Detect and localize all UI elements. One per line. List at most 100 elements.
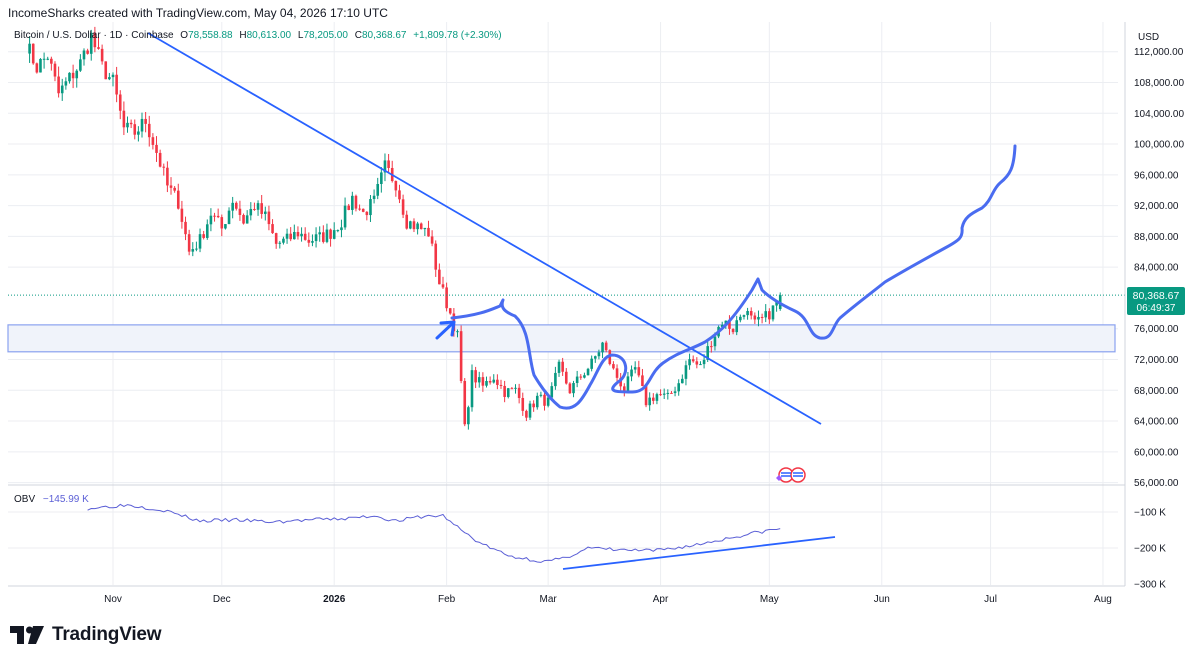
candle xyxy=(274,233,278,244)
candle xyxy=(31,43,35,64)
candle xyxy=(398,190,401,200)
candle xyxy=(521,397,525,411)
candle xyxy=(46,58,50,60)
candle xyxy=(445,287,448,309)
candle xyxy=(358,208,361,210)
price-tick-label: 60,000.00 xyxy=(1134,447,1179,458)
candle xyxy=(593,356,597,359)
candle xyxy=(267,211,271,225)
candle xyxy=(39,58,42,73)
candle xyxy=(644,385,648,406)
candle xyxy=(28,43,31,54)
time-tick-label: May xyxy=(760,594,779,605)
candle xyxy=(583,375,586,378)
candle xyxy=(753,315,757,320)
grid xyxy=(8,22,1118,585)
candle xyxy=(666,392,670,394)
open-label: O xyxy=(180,30,188,41)
candle xyxy=(539,394,543,396)
candle xyxy=(506,388,510,397)
candle xyxy=(702,359,706,365)
symbol-name: Bitcoin / U.S. Dollar · 1D · Coinbase xyxy=(14,30,174,41)
candle xyxy=(510,388,514,390)
candle xyxy=(347,205,351,210)
candle xyxy=(340,227,343,231)
candle xyxy=(615,368,619,378)
candle xyxy=(612,364,615,369)
attribution: IncomeSharks created with TradingView.co… xyxy=(8,6,388,20)
last-price-badge: 80,368.67 06:49:37 xyxy=(1127,287,1185,315)
candle xyxy=(499,384,503,386)
candle xyxy=(601,342,604,353)
candle xyxy=(641,375,644,386)
candle xyxy=(158,152,162,167)
candle xyxy=(760,316,764,318)
candle xyxy=(633,367,637,370)
candle xyxy=(351,195,354,210)
candle xyxy=(343,205,347,228)
candle xyxy=(739,316,742,321)
candle xyxy=(485,381,488,386)
candle xyxy=(126,122,129,128)
candle xyxy=(731,328,735,333)
candle xyxy=(325,229,329,242)
candle xyxy=(68,72,71,82)
candle xyxy=(242,214,245,224)
candle xyxy=(137,131,140,135)
candle xyxy=(129,122,133,125)
candle xyxy=(253,208,256,210)
candle xyxy=(115,74,118,95)
candle xyxy=(234,202,238,209)
candle xyxy=(332,230,336,239)
candle xyxy=(57,76,60,94)
candle xyxy=(474,370,477,383)
candle xyxy=(122,110,126,128)
candle xyxy=(543,394,546,406)
us-flag-icon[interactable] xyxy=(790,467,806,483)
candle xyxy=(630,369,633,377)
low-value: 78,205.00 xyxy=(303,30,348,41)
candle xyxy=(554,372,557,387)
price-tick-label: 56,000.00 xyxy=(1134,478,1179,489)
candle xyxy=(764,311,768,318)
price-tick-label: 108,000.00 xyxy=(1134,78,1184,89)
obv-value: −145.99 K xyxy=(43,494,89,505)
candle xyxy=(35,63,39,73)
tradingview-logo[interactable]: TradingView xyxy=(10,624,162,646)
candle xyxy=(637,367,641,376)
candle xyxy=(496,379,499,385)
candle xyxy=(151,137,155,145)
candle xyxy=(775,300,778,306)
candle xyxy=(300,233,303,237)
candle xyxy=(64,81,68,86)
candle xyxy=(463,380,467,425)
candle xyxy=(387,160,390,168)
price-tick-label: 96,000.00 xyxy=(1134,170,1179,181)
time-tick-label: Apr xyxy=(653,594,669,605)
candle xyxy=(503,385,506,397)
candle xyxy=(492,379,496,383)
close-value: 80,368.67 xyxy=(362,30,407,41)
candle xyxy=(89,32,93,54)
candle xyxy=(191,249,195,252)
candle xyxy=(307,239,311,243)
candle xyxy=(220,217,224,229)
candle xyxy=(720,324,724,327)
candle xyxy=(757,316,760,320)
candle xyxy=(681,378,684,384)
candle xyxy=(412,221,416,230)
candle xyxy=(245,215,249,224)
candle xyxy=(176,190,180,209)
candle xyxy=(195,248,198,250)
price-tick-label: 68,000.00 xyxy=(1134,386,1179,397)
candle xyxy=(579,376,583,378)
time-tick-label: Aug xyxy=(1094,594,1112,605)
obv-label: OBV xyxy=(14,494,35,505)
candle xyxy=(118,94,122,111)
event-marker[interactable] xyxy=(776,467,806,483)
candle xyxy=(231,202,234,211)
candle xyxy=(423,227,427,230)
drawings xyxy=(147,32,1017,425)
candle xyxy=(532,403,535,408)
